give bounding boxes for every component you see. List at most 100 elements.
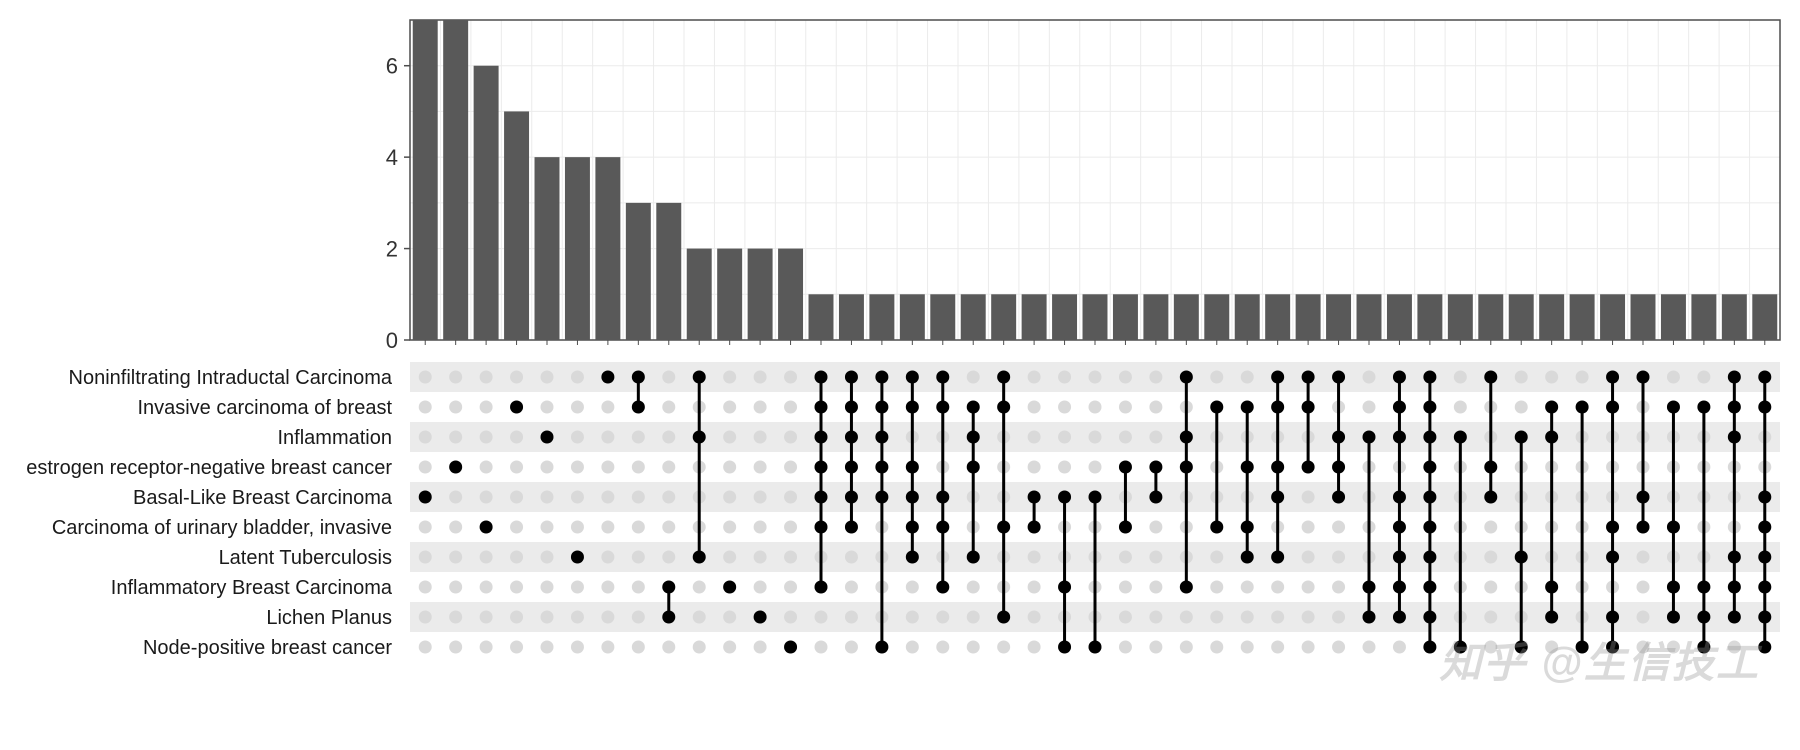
matrix-dot (1271, 491, 1284, 504)
matrix-dot (754, 611, 767, 624)
matrix-dot (1058, 581, 1071, 594)
matrix-dot (936, 521, 949, 534)
matrix-dot (1667, 581, 1680, 594)
matrix-dot (1332, 371, 1345, 384)
matrix-dot (1637, 491, 1650, 504)
matrix-dot (419, 491, 432, 504)
matrix-dot (815, 371, 828, 384)
matrix-dot (875, 431, 888, 444)
set-label: Noninfiltrating Intraductal Carcinoma (69, 367, 393, 389)
matrix-dot (845, 431, 858, 444)
bar (778, 249, 803, 340)
matrix-dot (510, 401, 523, 414)
bar (565, 157, 590, 340)
matrix-dot (1484, 371, 1497, 384)
matrix-dot (1423, 461, 1436, 474)
matrix-dot (693, 551, 706, 564)
matrix-dot (1302, 401, 1315, 414)
svg-text:0: 0 (386, 328, 398, 353)
matrix-dot (1058, 641, 1071, 654)
matrix-dot (875, 461, 888, 474)
bar (1478, 294, 1503, 340)
bar (1600, 294, 1625, 340)
set-label: Carcinoma of urinary bladder, invasive (52, 517, 392, 539)
matrix-dot (1606, 551, 1619, 564)
matrix-dot (601, 371, 614, 384)
matrix-dot (1241, 461, 1254, 474)
svg-text:4: 4 (386, 145, 398, 170)
bar (1387, 294, 1412, 340)
bar (869, 294, 894, 340)
matrix-dot (1180, 371, 1193, 384)
matrix-dot (1302, 371, 1315, 384)
bar (930, 294, 955, 340)
matrix-dot (815, 491, 828, 504)
matrix-dot (1637, 371, 1650, 384)
bar (535, 157, 560, 340)
svg-text:6: 6 (386, 54, 398, 79)
matrix-dot (845, 521, 858, 534)
matrix-dot (1728, 371, 1741, 384)
matrix-dot (1393, 611, 1406, 624)
matrix-dot (1697, 611, 1710, 624)
matrix-dot (1758, 491, 1771, 504)
matrix-dot (1423, 551, 1436, 564)
matrix-dot (906, 371, 919, 384)
bar (1722, 294, 1747, 340)
matrix-dot (815, 521, 828, 534)
bar (1083, 294, 1108, 340)
matrix-dot (693, 371, 706, 384)
matrix-dot (1728, 581, 1741, 594)
matrix-dot (906, 491, 919, 504)
matrix-dot (662, 581, 675, 594)
bar (1052, 294, 1077, 340)
matrix-dot (1758, 371, 1771, 384)
matrix-dot (1423, 401, 1436, 414)
bar (839, 294, 864, 340)
upset-svg: 0246Noninfiltrating Intraductal Carcinom… (0, 0, 1800, 750)
set-label: Latent Tuberculosis (219, 547, 392, 569)
matrix-dot (967, 401, 980, 414)
matrix-dot (1271, 551, 1284, 564)
matrix-dot (1332, 491, 1345, 504)
bar (900, 294, 925, 340)
matrix-dot (1332, 461, 1345, 474)
matrix-dot (967, 551, 980, 564)
matrix-dot (1758, 401, 1771, 414)
set-label: Lichen Planus (266, 607, 392, 629)
bar (504, 111, 529, 340)
matrix-dot (1423, 581, 1436, 594)
upset-chart: 0246Noninfiltrating Intraductal Carcinom… (0, 0, 1800, 750)
matrix-dot (1606, 611, 1619, 624)
matrix-dot (1606, 401, 1619, 414)
matrix-dot (1393, 491, 1406, 504)
matrix-dot (967, 461, 980, 474)
matrix-dot (1271, 371, 1284, 384)
matrix-dot (1332, 431, 1345, 444)
matrix-dot (1758, 551, 1771, 564)
matrix-dot (936, 581, 949, 594)
bar (1174, 294, 1199, 340)
matrix-dot (1697, 401, 1710, 414)
matrix-dot (1484, 491, 1497, 504)
matrix-dot (1241, 551, 1254, 564)
bar (1022, 294, 1047, 340)
matrix-dot (1758, 611, 1771, 624)
matrix-dot (1180, 461, 1193, 474)
matrix-dot (875, 641, 888, 654)
matrix-dot (1576, 401, 1589, 414)
matrix-dot (1423, 611, 1436, 624)
matrix-dot (541, 431, 554, 444)
set-label: Inflammatory Breast Carcinoma (111, 577, 393, 599)
matrix-dot (845, 491, 858, 504)
matrix-dot (449, 461, 462, 474)
bar (413, 20, 438, 340)
matrix-dot (1606, 641, 1619, 654)
matrix-dot (1393, 401, 1406, 414)
matrix-dot (997, 371, 1010, 384)
bar (626, 203, 651, 340)
bar (1661, 294, 1686, 340)
matrix-dot (1728, 431, 1741, 444)
bar (1265, 294, 1290, 340)
bar (1570, 294, 1595, 340)
